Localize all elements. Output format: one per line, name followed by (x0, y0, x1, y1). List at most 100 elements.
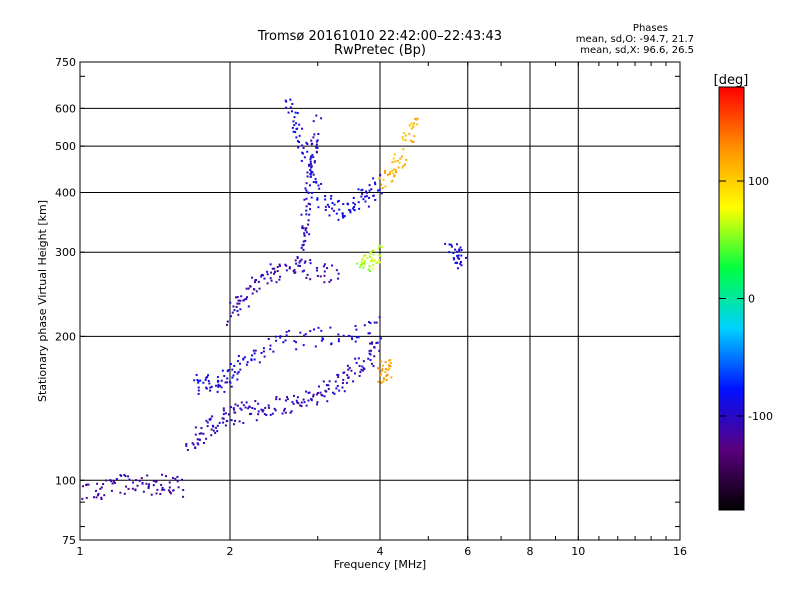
data-point (324, 195, 327, 198)
data-point (403, 163, 406, 166)
data-point (310, 162, 313, 165)
data-point (333, 203, 336, 206)
data-point (232, 305, 235, 308)
data-point (392, 168, 395, 171)
data-point (294, 271, 297, 274)
data-point (367, 332, 370, 335)
data-point (389, 361, 392, 364)
data-point (299, 264, 302, 267)
data-point (206, 376, 209, 379)
data-point (350, 369, 353, 372)
data-point (230, 406, 233, 409)
data-point (269, 263, 272, 266)
data-point (298, 261, 301, 264)
data-point (415, 118, 418, 121)
data-point (382, 380, 385, 383)
data-point (371, 341, 374, 344)
data-point (292, 120, 295, 123)
data-point (279, 336, 282, 339)
data-point (305, 189, 308, 192)
data-point (233, 423, 236, 426)
data-point (295, 341, 298, 344)
data-point (378, 374, 381, 377)
data-point (185, 444, 188, 447)
data-point (300, 213, 303, 216)
data-point (271, 267, 274, 270)
data-point (343, 390, 346, 393)
data-point (165, 475, 168, 478)
data-point (347, 368, 350, 371)
data-point (77, 489, 79, 491)
data-point (171, 476, 174, 479)
data-point (131, 487, 134, 490)
data-point (242, 299, 245, 302)
data-point (387, 364, 390, 367)
data-point (230, 419, 233, 422)
data-point (303, 198, 306, 201)
data-point (303, 232, 306, 235)
data-point (378, 349, 381, 352)
data-point (364, 200, 367, 203)
data-point (279, 275, 282, 278)
data-point (357, 336, 360, 339)
data-point (194, 433, 197, 436)
y-tick-label: 500 (55, 140, 76, 153)
data-point (302, 248, 305, 251)
data-point (381, 245, 384, 248)
data-point (246, 361, 249, 364)
data-point (239, 308, 242, 311)
data-point (278, 278, 281, 281)
x-tick-label: 16 (673, 545, 687, 558)
data-point (286, 398, 289, 401)
data-point (368, 252, 371, 255)
data-point (310, 165, 313, 168)
data-point (378, 316, 381, 319)
data-point (255, 290, 258, 293)
data-point (242, 421, 245, 424)
data-point (289, 106, 292, 109)
data-point (402, 148, 405, 151)
data-point (307, 202, 310, 205)
data-point (233, 371, 236, 374)
data-point (390, 376, 393, 379)
data-point (459, 262, 462, 265)
data-point (312, 156, 315, 159)
data-point (100, 498, 103, 501)
data-point (313, 328, 316, 331)
data-point (324, 208, 327, 211)
data-point (312, 395, 315, 398)
data-point (304, 260, 307, 263)
data-point (285, 330, 288, 333)
data-point (296, 396, 299, 399)
data-point (331, 201, 334, 204)
data-point (285, 269, 288, 272)
data-point (372, 365, 375, 368)
data-point (243, 356, 246, 359)
data-point (391, 169, 394, 172)
data-point (359, 371, 362, 374)
colorbar-tick-label: 100 (748, 175, 769, 188)
data-point (295, 348, 298, 351)
data-point (242, 358, 245, 361)
data-point (275, 398, 278, 401)
data-point (245, 287, 248, 290)
data-point (299, 331, 302, 334)
data-point (369, 342, 372, 345)
data-point (123, 492, 126, 495)
data-point (237, 313, 240, 316)
data-point (305, 231, 308, 234)
grid (80, 62, 680, 540)
data-point (362, 255, 365, 258)
data-point (458, 248, 461, 251)
data-point (362, 198, 365, 201)
data-point (349, 209, 352, 212)
data-point (223, 374, 226, 377)
data-point (198, 432, 201, 435)
data-point (222, 413, 225, 416)
data-point (257, 280, 260, 283)
data-point (197, 392, 200, 395)
colorbar-tick-label: 0 (748, 293, 755, 306)
data-point (227, 413, 230, 416)
data-point (196, 378, 199, 381)
data-point (231, 368, 234, 371)
